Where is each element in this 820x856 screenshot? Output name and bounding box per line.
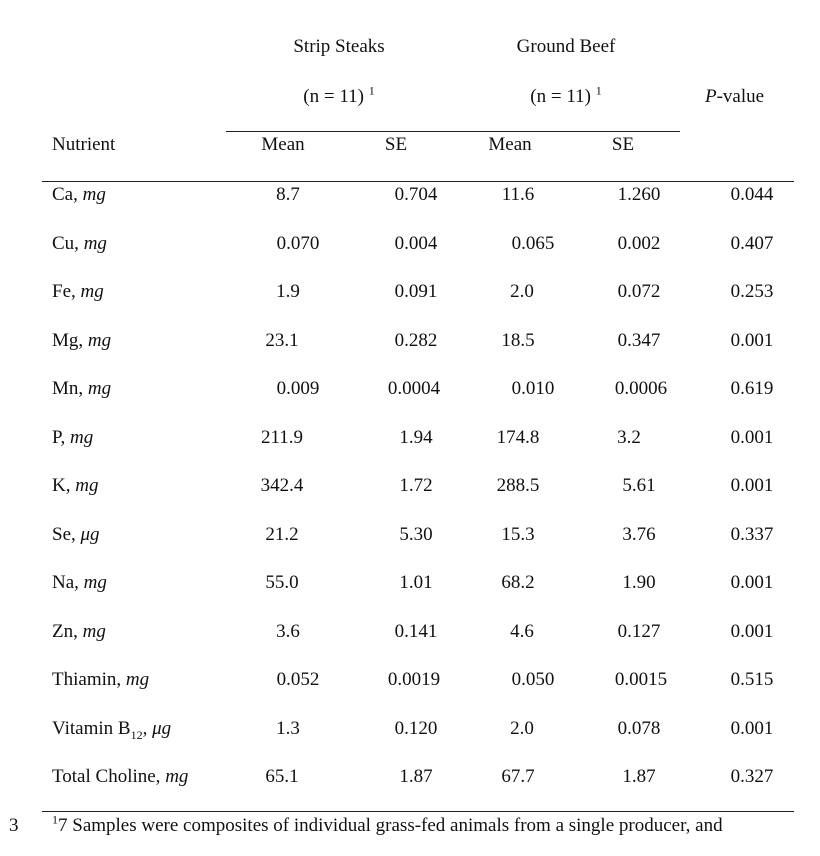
footnote-text: 7 Samples were composites of individual … bbox=[58, 815, 723, 836]
cell-p: 0.001 bbox=[730, 329, 774, 351]
cell-mean-ground: 0.065 bbox=[511, 232, 555, 254]
group-underline bbox=[226, 131, 680, 132]
cell-se-strip: 5.30 bbox=[399, 523, 433, 545]
cell-p: 0.407 bbox=[730, 232, 774, 254]
cell-se-ground: 0.127 bbox=[617, 620, 661, 642]
cell-se-strip: 1.01 bbox=[399, 572, 433, 593]
cell-se-strip: 0.091 bbox=[394, 281, 438, 302]
nutrient-label: Ca, mg bbox=[52, 184, 106, 205]
cell-se-ground: 0.072 bbox=[617, 281, 661, 302]
cell-mean-strip: 1.9 bbox=[276, 281, 300, 302]
cell-se-strip: 1.72 bbox=[399, 475, 433, 496]
cell-mean-ground: 67.7 bbox=[501, 766, 535, 787]
cell-se-strip: 0.120 bbox=[394, 717, 438, 739]
cell-se-ground: 0.078 bbox=[617, 717, 661, 739]
cell-mean-ground: 2.0 bbox=[510, 281, 534, 302]
cell-se-strip: 0.704 bbox=[394, 184, 438, 205]
cell-mean-strip: 55.0 bbox=[265, 572, 299, 593]
cell-se-ground: 0.0006 bbox=[614, 378, 668, 399]
cell-se-ground: 0.347 bbox=[617, 329, 661, 351]
nutrient-header: Nutrient bbox=[52, 134, 116, 155]
strip-steaks-header: Strip Steaks bbox=[293, 36, 385, 57]
cell-se-ground: 3.2 bbox=[617, 426, 641, 448]
cell-p: 0.253 bbox=[730, 281, 774, 302]
header-rule bbox=[42, 181, 794, 182]
cell-mean-strip: 21.2 bbox=[265, 523, 299, 545]
cell-se-ground: 3.76 bbox=[622, 523, 656, 545]
nutrient-label: K, mg bbox=[52, 475, 99, 496]
cell-mean-ground: 4.6 bbox=[510, 620, 534, 642]
cell-mean-strip: 0.009 bbox=[276, 378, 320, 399]
cell-p: 0.001 bbox=[730, 572, 774, 593]
cell-se-ground: 5.61 bbox=[622, 475, 656, 496]
ground-beef-header: Ground Beef bbox=[516, 36, 616, 57]
nutrient-label: Se, μg bbox=[52, 523, 100, 545]
cell-mean-strip: 23.1 bbox=[265, 329, 299, 351]
cell-p: 0.327 bbox=[730, 766, 774, 787]
cell-p: 0.515 bbox=[730, 669, 774, 690]
cell-mean-ground: 11.6 bbox=[501, 184, 535, 205]
mean-header-2: Mean bbox=[488, 134, 532, 155]
cell-mean-ground: 174.8 bbox=[496, 426, 540, 448]
cell-se-strip: 0.141 bbox=[394, 620, 438, 642]
cell-se-strip: 1.87 bbox=[399, 766, 433, 787]
nutrient-label: Mg, mg bbox=[52, 329, 112, 351]
cell-mean-strip: 211.9 bbox=[260, 426, 304, 448]
cell-p: 0.001 bbox=[730, 475, 774, 496]
cell-se-ground: 1.90 bbox=[622, 572, 656, 593]
cell-mean-strip: 65.1 bbox=[265, 766, 299, 787]
cell-mean-strip: 342.4 bbox=[260, 475, 304, 496]
cell-mean-strip: 0.052 bbox=[276, 669, 320, 690]
cell-p: 0.001 bbox=[730, 426, 774, 448]
cell-p: 0.001 bbox=[730, 717, 774, 739]
nutrient-label: Na, mg bbox=[52, 572, 107, 593]
nutrient-label: Cu, mg bbox=[52, 232, 107, 254]
nutrient-label: Fe, mg bbox=[52, 281, 104, 302]
se-header-1: SE bbox=[384, 134, 408, 155]
nutrient-label: Zn, mg bbox=[52, 620, 106, 642]
cell-se-ground: 1.260 bbox=[617, 184, 661, 205]
cell-mean-ground: 0.050 bbox=[511, 669, 555, 690]
cell-se-strip: 0.004 bbox=[394, 232, 438, 254]
cell-mean-ground: 288.5 bbox=[496, 475, 540, 496]
footnote-marker: 1 bbox=[52, 812, 58, 827]
cell-p: 0.337 bbox=[730, 523, 774, 545]
se-header-2: SE bbox=[611, 134, 635, 155]
nutrient-label: Thiamin, mg bbox=[52, 669, 150, 690]
cell-p: 0.044 bbox=[730, 184, 774, 205]
cell-se-strip: 1.94 bbox=[399, 426, 433, 448]
cell-mean-strip: 3.6 bbox=[276, 620, 300, 642]
cell-se-ground: 0.002 bbox=[617, 232, 661, 254]
p-value-header: P-value bbox=[705, 86, 765, 107]
nutrient-label: P, mg bbox=[52, 426, 94, 448]
cell-mean-strip: 0.070 bbox=[276, 232, 320, 254]
ground-beef-n: (n = 11) 1 bbox=[530, 83, 602, 107]
cell-mean-strip: 1.3 bbox=[276, 717, 300, 739]
nutrient-label: Vitamin B12, μg bbox=[52, 717, 172, 742]
cell-mean-ground: 0.010 bbox=[511, 378, 555, 399]
nutrient-label: Mn, mg bbox=[52, 378, 112, 399]
cell-mean-strip: 8.7 bbox=[276, 184, 300, 205]
cell-p: 0.619 bbox=[730, 378, 774, 399]
bottom-rule bbox=[42, 811, 794, 812]
cell-se-ground: 0.0015 bbox=[614, 669, 668, 690]
cell-se-ground: 1.87 bbox=[622, 766, 656, 787]
cell-mean-ground: 68.2 bbox=[501, 572, 535, 593]
cell-se-strip: 0.0004 bbox=[387, 378, 441, 399]
cell-se-strip: 0.0019 bbox=[387, 669, 441, 690]
cell-mean-ground: 2.0 bbox=[510, 717, 534, 739]
cell-mean-ground: 15.3 bbox=[501, 523, 535, 545]
nutrient-label: Total Choline, mg bbox=[52, 766, 189, 787]
strip-steaks-n: (n = 11) 1 bbox=[303, 83, 375, 107]
cell-mean-ground: 18.5 bbox=[501, 329, 535, 351]
footnote: 17 Samples were composites of individual… bbox=[52, 812, 723, 837]
line-number: 3 bbox=[9, 815, 19, 836]
cell-p: 0.001 bbox=[730, 620, 774, 642]
cell-se-strip: 0.282 bbox=[394, 329, 438, 351]
mean-header-1: Mean bbox=[261, 134, 305, 155]
